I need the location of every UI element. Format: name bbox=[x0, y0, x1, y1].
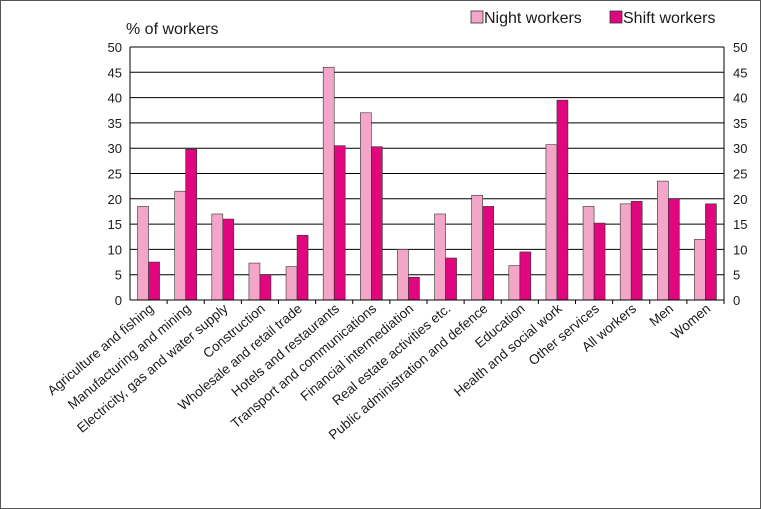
y-tick-label: 35 bbox=[108, 116, 122, 131]
y-tick-label: 25 bbox=[108, 167, 122, 182]
bar-shift-workers bbox=[630, 201, 643, 301]
bar-shift-workers bbox=[482, 206, 494, 301]
y-tick-label: 40 bbox=[108, 91, 122, 106]
y-tick-label: 30 bbox=[108, 141, 122, 156]
y-tick-label: 15 bbox=[733, 217, 747, 232]
bar-night-workers bbox=[545, 144, 558, 301]
y-tick-label: 20 bbox=[108, 192, 122, 207]
legend-label-shift: Shift workers bbox=[623, 10, 715, 27]
bar-shift-workers bbox=[185, 148, 197, 301]
bar-night-workers bbox=[434, 213, 446, 301]
bar-night-workers bbox=[248, 262, 261, 301]
y-tick-label: 5 bbox=[733, 268, 740, 283]
y-tick-label: 10 bbox=[733, 242, 747, 257]
y-tick-label: 20 bbox=[733, 192, 747, 207]
x-tick-label: Women bbox=[668, 301, 713, 342]
y-tick-label: 40 bbox=[733, 91, 747, 106]
bar-shift-workers bbox=[556, 99, 569, 301]
legend-label-night: Night workers bbox=[484, 10, 582, 27]
bar-shift-workers bbox=[445, 257, 457, 301]
y-tick-label: 45 bbox=[733, 65, 747, 80]
bar-night-workers bbox=[137, 206, 149, 301]
bar-shift-workers bbox=[705, 203, 717, 301]
bar-shift-workers bbox=[222, 218, 235, 301]
y-tick-label: 50 bbox=[733, 40, 747, 55]
x-tick-label: Electricity, gas and water supply bbox=[74, 301, 231, 436]
y-tick-label: 30 bbox=[733, 141, 747, 156]
bar-shift-workers bbox=[148, 261, 160, 301]
bar-shift-workers bbox=[593, 222, 606, 301]
y-tick-label: 35 bbox=[733, 116, 747, 131]
bar-night-workers bbox=[285, 266, 298, 301]
bar-night-workers bbox=[360, 112, 372, 301]
bar-shift-workers bbox=[259, 274, 272, 301]
bar-night-workers bbox=[174, 190, 186, 301]
y-tick-label: 45 bbox=[108, 65, 122, 80]
y-tick-label: 50 bbox=[108, 40, 122, 55]
legend: Night workers Shift workers bbox=[470, 10, 715, 27]
y-axis-label: % of workers bbox=[126, 21, 218, 38]
bar-shift-workers bbox=[408, 276, 420, 301]
y-tick-label: 0 bbox=[733, 293, 740, 308]
x-tick-label: Men bbox=[646, 301, 676, 329]
bar-night-workers bbox=[397, 249, 409, 301]
bar-night-workers bbox=[471, 194, 483, 301]
bar-shift-workers bbox=[333, 145, 346, 301]
legend-swatch-shift bbox=[609, 10, 623, 24]
y-tick-label: 15 bbox=[108, 217, 122, 232]
bar-night-workers bbox=[619, 203, 632, 301]
bars bbox=[137, 66, 725, 304]
bar-night-workers bbox=[508, 265, 521, 301]
y-tick-labels-left: 0 5 10 15 20 25 30 35 40 45 50 bbox=[108, 40, 122, 308]
y-tick-label: 25 bbox=[733, 167, 747, 182]
y-tick-label: 5 bbox=[115, 268, 122, 283]
bar-night-workers bbox=[694, 238, 706, 301]
bar-night-workers bbox=[657, 180, 669, 301]
bar-shift-workers bbox=[668, 198, 680, 301]
bar-night-workers bbox=[322, 66, 335, 301]
y-tick-label: 10 bbox=[108, 242, 122, 257]
y-tick-label: 0 bbox=[115, 293, 122, 308]
bar-shift-workers bbox=[371, 146, 383, 301]
bar-shift-workers bbox=[519, 251, 532, 301]
y-tick-labels-right: 0 5 10 15 20 25 30 35 40 45 50 bbox=[733, 40, 747, 308]
bar-night-workers bbox=[582, 206, 595, 301]
legend-swatch-night bbox=[470, 10, 484, 24]
bar-shift-workers bbox=[296, 234, 309, 301]
bar-night-workers bbox=[211, 213, 224, 301]
